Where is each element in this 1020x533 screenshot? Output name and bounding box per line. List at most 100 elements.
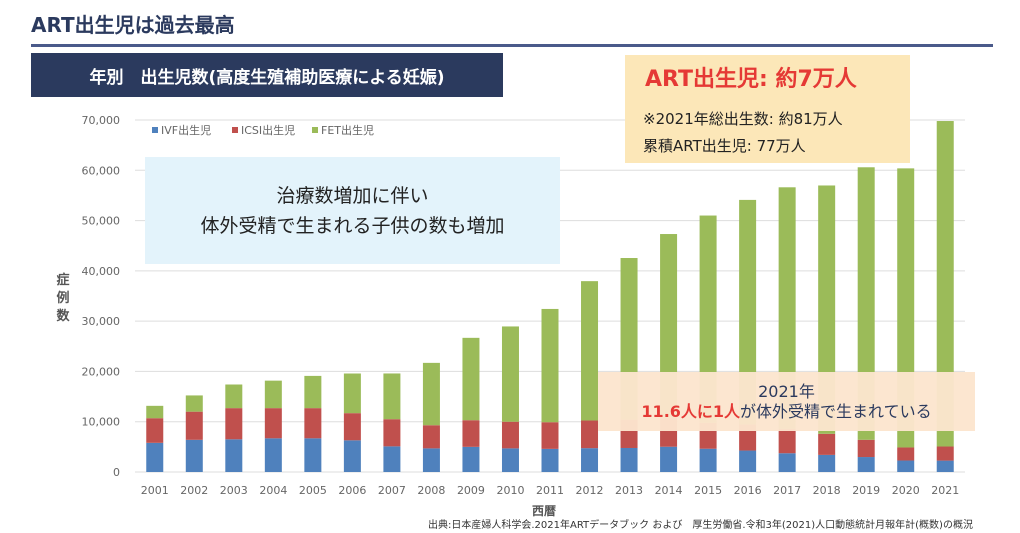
bar-FET出生児-2017 [778,187,796,429]
bar-FET出生児-2007 [383,373,401,420]
ratio-line2: 11.6人に1人が体外受精で生まれている [641,402,931,422]
bar-ICSI出生児-2001 [146,418,164,443]
x-axis-label: 西暦 [532,504,557,518]
treatment-callout: 治療数増加に伴い 体外受精で生まれる子供の数も増加 [145,157,560,264]
bar-FET出生児-2009 [462,337,480,421]
x-tick-label: 2020 [892,484,920,497]
x-tick-label: 2003 [220,484,248,497]
bar-FET出生児-2004 [264,380,282,409]
bar-IVF出生児-2002 [185,439,203,472]
bar-IVF出生児-2021 [936,460,954,472]
y-tick-label: 20,000 [82,365,121,378]
legend-label: IVF出生児 [161,123,211,137]
bar-ICSI出生児-2006 [343,413,361,441]
legend-swatch [312,127,318,133]
legend-swatch [232,127,238,133]
x-tick-label: 2012 [576,484,604,497]
bar-IVF出生児-2003 [225,439,243,472]
y-tick-label: 10,000 [82,416,121,429]
bar-ICSI出生児-2007 [383,419,401,447]
bar-IVF出生児-2009 [462,446,480,472]
bar-ICSI出生児-2018 [818,433,836,455]
bar-ICSI出生児-2003 [225,408,243,440]
legend: IVF出生児 ICSI出生児 FET出生児 [152,123,374,137]
legend-swatch [152,127,158,133]
bar-ICSI出生児-2009 [462,420,480,447]
bar-IVF出生児-2018 [818,454,836,472]
x-tick-label: 2021 [931,484,959,497]
bar-ICSI出生児-2012 [581,420,599,449]
summary-line1: ※2021年総出生数: 約81万人 [643,110,843,128]
title-divider [31,44,993,47]
bar-IVF出生児-2015 [699,448,717,472]
x-tick-label: 2016 [734,484,762,497]
bar-IVF出生児-2017 [778,453,796,472]
bar-ICSI出生児-2005 [304,408,322,439]
y-tick-label: 60,000 [82,164,121,177]
bar-FET出生児-2008 [422,362,440,426]
x-tick-label: 2007 [378,484,406,497]
bar-FET出生児-2019 [857,167,875,440]
bar-IVF出生児-2020 [897,460,915,472]
bar-IVF出生児-2013 [620,447,638,472]
bar-FET出生児-2021 [936,121,954,447]
bars [146,121,954,472]
bar-ICSI出生児-2008 [422,425,440,449]
y-axis-label: 症例数 [56,273,70,324]
bar-ICSI出生児-2010 [501,421,519,449]
bar-IVF出生児-2004 [264,438,282,472]
ratio-line1: 2021年 [758,381,815,401]
x-tick-label: 2002 [180,484,208,497]
ratio-callout: 2021年 11.6人に1人が体外受精で生まれている [598,372,975,431]
bar-ICSI出生児-2017 [778,428,796,454]
bar-FET出生児-2018 [818,185,836,434]
bar-ICSI出生児-2002 [185,411,203,440]
x-tick-label: 2014 [655,484,683,497]
chart-banner: 年別 出生児数(高度生殖補助医療による妊娠) [31,53,503,97]
x-tick-label: 2009 [457,484,485,497]
y-tick-label: 50,000 [82,215,121,228]
bar-ICSI出生児-2011 [541,422,559,449]
ratio-highlight: 11.6人に1人 [641,401,741,421]
x-tick-label: 2013 [615,484,643,497]
x-tick-label: 2001 [141,484,169,497]
x-tick-label: 2010 [496,484,524,497]
bar-FET出生児-2010 [501,326,519,422]
bar-ICSI出生児-2016 [739,424,757,451]
bar-FET出生児-2003 [225,384,243,409]
x-tick-label: 2005 [299,484,327,497]
bar-FET出生児-2011 [541,308,559,423]
x-tick-label: 2018 [813,484,841,497]
bar-FET出生児-2016 [739,199,757,425]
x-tick-label: 2004 [259,484,287,497]
x-tick-label: 2006 [338,484,366,497]
treatment-line2: 体外受精で生まれる子供の数も増加 [200,214,505,237]
bar-FET出生児-2015 [699,215,717,423]
bar-FET出生児-2001 [146,405,164,419]
bar-IVF出生児-2006 [343,440,361,472]
bar-ICSI出生児-2021 [936,446,954,461]
summary-line2: 累積ART出生児: 77万人 [643,137,806,155]
y-tick-label: 40,000 [82,265,121,278]
axis-ticks: 0 10,000 20,000 30,000 40,000 50,000 60,000 70,… [82,114,960,497]
bar-ICSI出生児-2019 [857,439,875,458]
bar-IVF出生児-2019 [857,457,875,472]
bar-FET出生児-2002 [185,395,203,412]
bar-IVF出生児-2005 [304,438,322,472]
bar-FET出生児-2005 [304,375,322,409]
source-note: 出典:日本産婦人科学会.2021年ARTデータブック および 厚生労働省.令和3… [428,520,973,531]
bar-IVF出生児-2014 [660,446,678,472]
x-tick-label: 2015 [694,484,722,497]
ratio-rest: が体外受精で生まれている [740,401,932,421]
y-tick-label: 30,000 [82,315,121,328]
x-tick-label: 2017 [773,484,801,497]
treatment-line1: 治療数増加に伴い [276,184,429,207]
bar-FET出生児-2006 [343,373,361,414]
bar-IVF出生児-2007 [383,446,401,472]
y-tick-label: 0 [113,466,120,479]
bar-IVF出生児-2012 [581,448,599,472]
y-tick-label: 70,000 [82,114,121,127]
bar-IVF出生児-2010 [501,448,519,472]
slide-title: ART出生児は過去最高 [31,13,235,37]
